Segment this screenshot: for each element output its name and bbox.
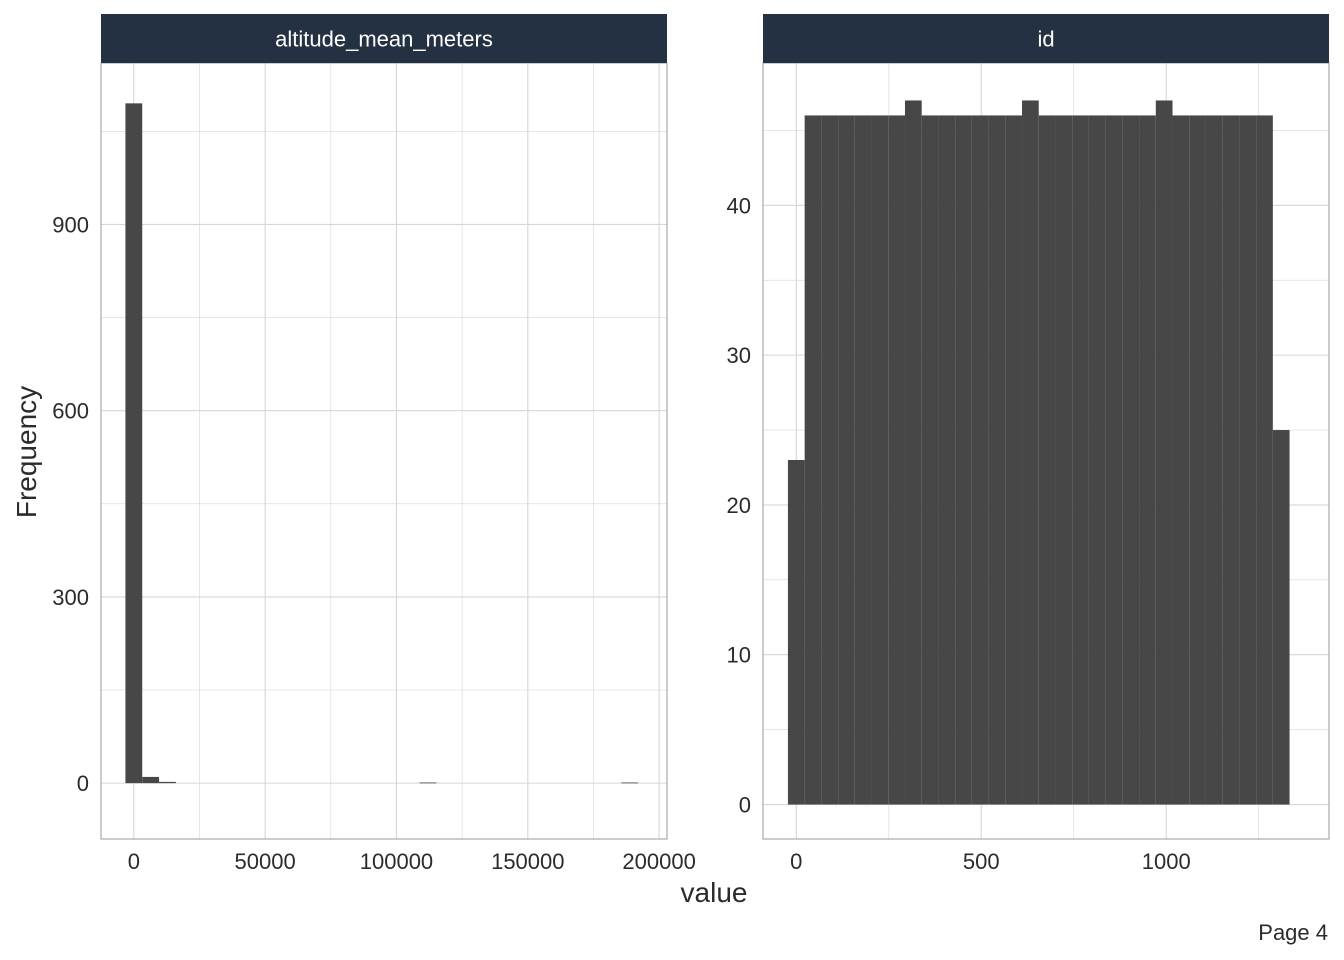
histogram-bar [838, 115, 855, 805]
y-tick-label: 10 [727, 643, 751, 668]
facet-strip-label: id [1037, 27, 1054, 52]
histogram-bar [1005, 115, 1023, 805]
histogram-bar [1205, 115, 1223, 805]
y-tick-label: 600 [52, 399, 89, 424]
x-axis-title: value [681, 877, 748, 908]
histogram-bar [142, 776, 160, 784]
x-tick-label: 200000 [622, 849, 695, 874]
histogram-bar [955, 115, 972, 805]
histogram-bar [988, 115, 1006, 805]
histogram-bar [1038, 115, 1056, 805]
histogram-bar [871, 115, 889, 805]
y-tick-label: 30 [727, 343, 751, 368]
facet-strip [101, 14, 667, 63]
histogram-bar [821, 115, 839, 805]
histogram-bar [1055, 115, 1073, 805]
y-axis-title: Frequency [11, 386, 42, 518]
histogram-bar [921, 115, 939, 805]
histogram-bar [1105, 115, 1123, 805]
histogram-bar [1172, 115, 1190, 805]
histogram-bar [621, 782, 639, 784]
x-tick-label: 50000 [235, 849, 296, 874]
histogram-bar [888, 115, 905, 805]
histogram-bar [1155, 100, 1173, 805]
histogram-bar [1072, 115, 1089, 805]
facet-strip-label: altitude_mean_meters [275, 27, 493, 52]
facet-strip [763, 14, 1329, 63]
histogram-bar [1139, 115, 1156, 805]
histogram-bar [787, 459, 805, 805]
histogram-bar [419, 782, 437, 784]
histogram-bar [804, 115, 822, 805]
y-tick-label: 0 [739, 793, 751, 818]
histogram-bar [1222, 115, 1240, 805]
histogram-bar [904, 100, 922, 805]
histogram-bar [1239, 115, 1257, 805]
histogram-bar [1189, 115, 1206, 805]
histogram-bar [854, 115, 872, 805]
facet-id: id 0 10 20 30 40 0 500 1000 [727, 14, 1330, 874]
y-tick-label: 20 [727, 493, 751, 518]
x-tick-label: 100000 [360, 849, 433, 874]
histogram-bar [159, 781, 176, 784]
y-tick-label: 300 [52, 585, 89, 610]
histogram-bar [1272, 430, 1290, 805]
histogram-bar [125, 103, 143, 784]
histogram-bar [1122, 115, 1140, 805]
y-tick-label: 0 [77, 771, 89, 796]
y-tick-label: 40 [727, 193, 751, 218]
facet-altitude_mean_meters: altitude_mean_meters 0 300 600 900 0 50000 1000… [52, 14, 696, 874]
x-tick-label: 0 [128, 849, 140, 874]
histogram-bar [971, 115, 989, 805]
x-tick-label: 0 [790, 849, 802, 874]
x-tick-label: 150000 [491, 849, 564, 874]
histogram-bar [1088, 115, 1106, 805]
y-tick-label: 900 [52, 212, 89, 237]
histogram-bar [938, 115, 956, 805]
panel-border [100, 62, 668, 840]
x-tick-label: 500 [963, 849, 1000, 874]
x-tick-label: 1000 [1142, 849, 1191, 874]
histogram-bar [1256, 115, 1273, 805]
page-number: Page 4 [1258, 920, 1328, 945]
histogram-bar [1022, 100, 1039, 805]
